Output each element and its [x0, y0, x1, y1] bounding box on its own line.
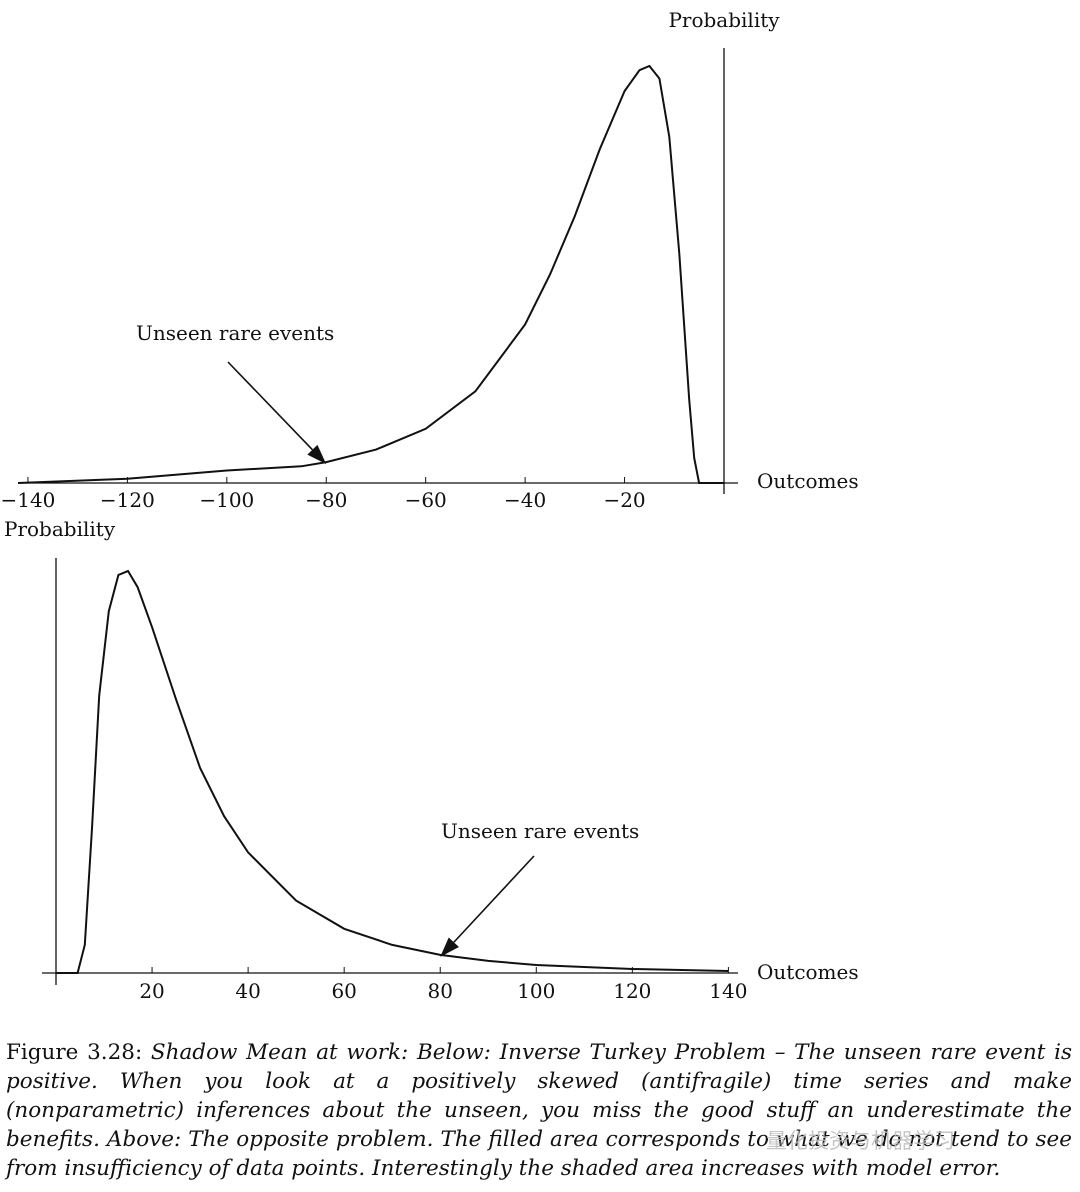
caption-label: Figure 3.28:	[6, 1040, 151, 1065]
top-tick-label: −120	[100, 488, 155, 512]
top-tick-label: −140	[0, 488, 55, 512]
bottom-annotation-arrowhead	[440, 937, 459, 957]
bottom-annotation-label: Unseen rare events	[441, 819, 639, 843]
bottom-tick-label: 140	[709, 979, 747, 1003]
bottom-tick-label: 20	[139, 979, 164, 1003]
bottom-tick-label: 40	[235, 979, 260, 1003]
bottom-x-axis-label: Outcomes	[757, 960, 859, 984]
bottom-density-curve	[56, 569, 729, 974]
top-x-axis-label: Outcomes	[757, 469, 859, 493]
bottom-y-axis-label: Probability	[4, 517, 116, 541]
top-tick-label: −80	[305, 488, 347, 512]
top-annotation-arrow-line	[227, 361, 313, 451]
figure-caption: Figure 3.28: Shadow Mean at work: Below:…	[6, 1038, 1072, 1183]
bottom-tick-label: 100	[517, 979, 555, 1003]
bottom-tick-label: 120	[613, 979, 651, 1003]
top-tick-label: −60	[405, 488, 447, 512]
bottom-tick-label: 80	[427, 979, 452, 1003]
top-density-curve	[17, 64, 724, 484]
bottom-chart: 20 40 60 80 100 120 140 Probability Outcomes Unse…	[4, 517, 859, 1003]
top-tick-label: −40	[504, 488, 546, 512]
caption-text: Shadow Mean at work: Below: Inverse Turk…	[6, 1040, 1072, 1181]
top-chart: −140 −120 −100 −80 −60 −40 −20 Probability Outco…	[0, 8, 858, 512]
top-annotation-arrowhead	[307, 444, 327, 465]
top-y-axis-label: Probability	[668, 8, 780, 32]
top-annotation-label: Unseen rare events	[136, 321, 334, 345]
top-tick-label: −100	[199, 488, 254, 512]
figure: −140 −120 −100 −80 −60 −40 −20 Probability Outco…	[0, 8, 859, 1003]
watermark: 量化投资与机器学习	[766, 1129, 955, 1153]
bottom-tick-label: 60	[331, 979, 356, 1003]
bottom-annotation-arrow-line	[453, 855, 535, 943]
top-tick-label: −20	[603, 488, 645, 512]
